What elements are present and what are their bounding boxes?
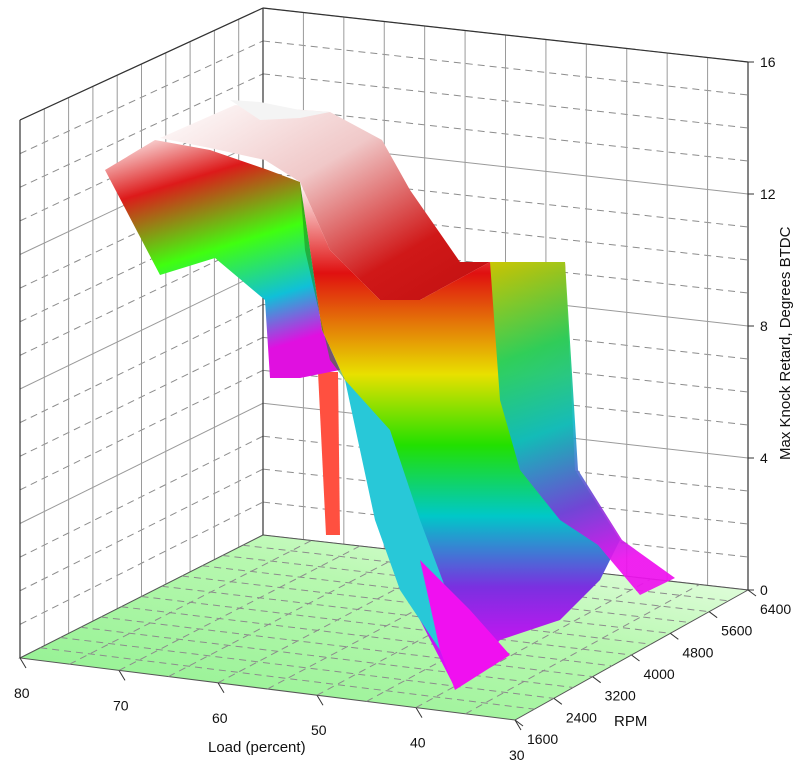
x-tick-mark bbox=[217, 682, 225, 694]
top-left-edge bbox=[19, 7, 264, 121]
y-tick-label: 1600 bbox=[527, 731, 558, 747]
knock-surface bbox=[105, 100, 675, 690]
x-tick-mark bbox=[514, 719, 522, 731]
floor-gridline bbox=[121, 606, 613, 667]
z-axis-label: Max Knock Retard, Degrees BTDC bbox=[777, 226, 794, 460]
y-tick-label: 5600 bbox=[721, 623, 752, 639]
surface-right-face bbox=[490, 262, 675, 595]
y-tick-mark bbox=[670, 632, 679, 640]
y-tick-mark bbox=[631, 654, 640, 662]
y-tick-mark bbox=[592, 676, 601, 684]
y-axis-label: RPM bbox=[614, 713, 647, 730]
y-tick-label: 4000 bbox=[644, 666, 675, 682]
surface-front-fold bbox=[345, 380, 455, 688]
y-tick-label: 2400 bbox=[566, 709, 597, 725]
z-tick-label: 0 bbox=[760, 582, 768, 598]
x-tick-mark bbox=[19, 657, 27, 669]
floor-gridline bbox=[40, 647, 535, 710]
floor-gridline bbox=[60, 637, 554, 699]
x-tick-label: 70 bbox=[113, 697, 129, 713]
surface-left-crest bbox=[105, 140, 340, 378]
y-tick-mark bbox=[708, 611, 718, 619]
x-tick-label: 30 bbox=[509, 747, 525, 763]
surface-top-face bbox=[160, 105, 490, 300]
z-tick-label: 8 bbox=[760, 318, 768, 334]
z-tick-label: 12 bbox=[760, 186, 776, 202]
x-axis-ticks: 80 70 60 50 40 30 bbox=[14, 657, 525, 763]
x-tick-label: 50 bbox=[311, 722, 327, 738]
y-axis-ticks: 1600 2400 3200 4000 4800 5600 6400 bbox=[514, 589, 791, 747]
top-right-edge bbox=[262, 7, 749, 63]
y-tick-label: 4800 bbox=[682, 644, 713, 660]
surface-rear-fold bbox=[230, 100, 330, 120]
x-tick-label: 60 bbox=[212, 710, 228, 726]
z-tick-label: 4 bbox=[760, 450, 768, 466]
surface-underside-red bbox=[318, 372, 340, 535]
z-tick-label: 16 bbox=[760, 54, 776, 70]
y-tick-mark bbox=[514, 719, 524, 727]
y-tick-mark bbox=[553, 697, 563, 705]
x-tick-mark bbox=[415, 707, 423, 718]
floor-gridline bbox=[161, 585, 651, 645]
x-tick-mark bbox=[118, 670, 126, 681]
y-tick-mark bbox=[747, 589, 757, 597]
floor-gridline bbox=[415, 578, 652, 709]
x-axis-label: Load (percent) bbox=[208, 739, 306, 756]
floor-gridline bbox=[80, 626, 574, 688]
floor-gridline bbox=[141, 596, 632, 656]
x-tick-mark bbox=[316, 694, 324, 706]
surface-front-tip bbox=[420, 560, 510, 690]
floor-gridline bbox=[100, 616, 593, 678]
x-tick-label: 80 bbox=[14, 685, 30, 701]
z-axis-ticks: 0 4 8 12 16 bbox=[748, 54, 776, 598]
x-tick-label: 40 bbox=[410, 735, 426, 751]
y-tick-label: 6400 bbox=[760, 601, 791, 617]
y-tick-label: 3200 bbox=[605, 688, 636, 704]
